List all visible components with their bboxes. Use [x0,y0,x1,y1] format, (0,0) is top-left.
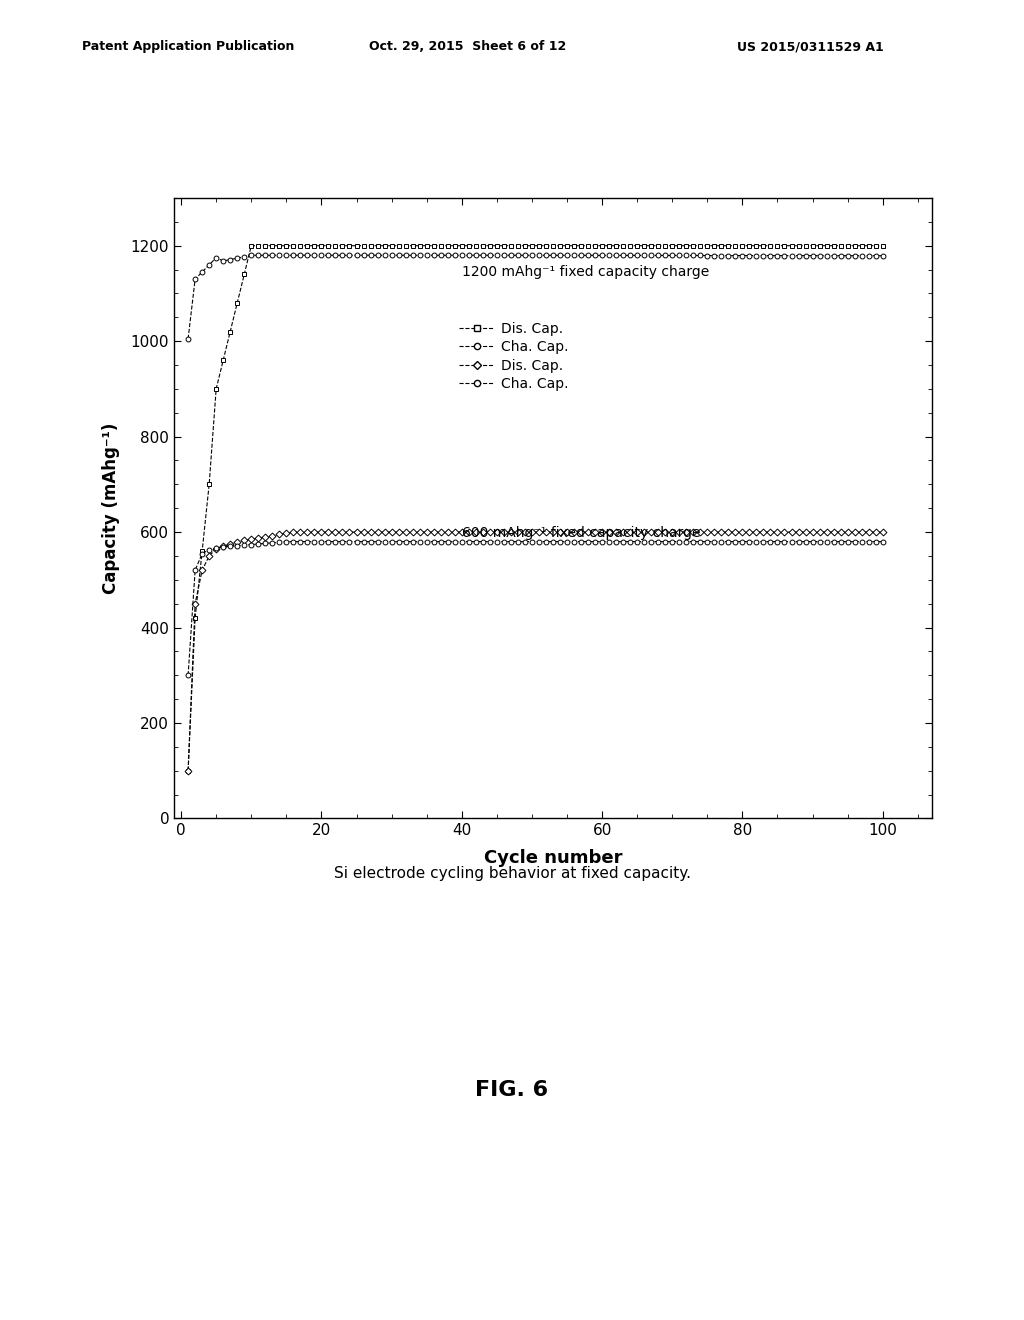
Text: US 2015/0311529 A1: US 2015/0311529 A1 [737,40,884,53]
Text: Oct. 29, 2015  Sheet 6 of 12: Oct. 29, 2015 Sheet 6 of 12 [369,40,566,53]
Legend: Dis. Cap., Cha. Cap., Dis. Cap., Cha. Cap.: Dis. Cap., Cha. Cap., Dis. Cap., Cha. Ca… [454,317,574,396]
Text: 600 mAhg⁻¹ fixed capacity charge: 600 mAhg⁻¹ fixed capacity charge [462,525,700,540]
Text: 1200 mAhg⁻¹ fixed capacity charge: 1200 mAhg⁻¹ fixed capacity charge [462,265,710,280]
Y-axis label: Capacity (mAhg⁻¹): Capacity (mAhg⁻¹) [101,422,120,594]
X-axis label: Cycle number: Cycle number [483,849,623,867]
Text: Si electrode cycling behavior at fixed capacity.: Si electrode cycling behavior at fixed c… [334,866,690,880]
Text: FIG. 6: FIG. 6 [475,1080,549,1100]
Text: Patent Application Publication: Patent Application Publication [82,40,294,53]
